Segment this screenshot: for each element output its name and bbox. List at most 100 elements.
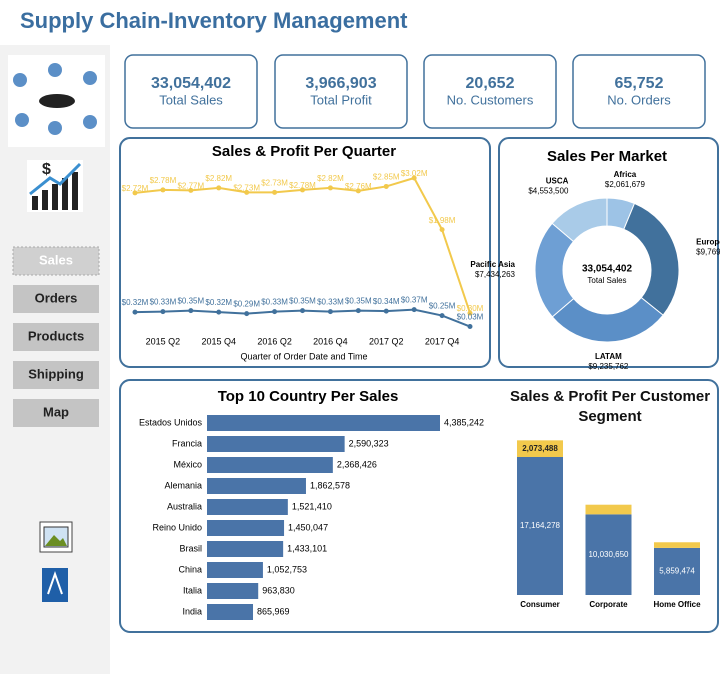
kpi-label: No. Orders: [607, 92, 671, 107]
slice-label: Pacific Asia: [470, 260, 515, 269]
point: [467, 324, 473, 330]
kpi-card: [423, 54, 557, 129]
bar: [207, 415, 440, 431]
bar: [207, 436, 345, 452]
data-label: $2.73M: [233, 184, 260, 193]
data-label: 1,433,101: [287, 543, 327, 553]
x-tick-label: Corporate: [589, 600, 628, 609]
data-label: 963,830: [262, 585, 295, 595]
x-tick-label: 2015 Q4: [201, 336, 236, 346]
data-label: $0.37M: [401, 296, 428, 305]
nav-label[interactable]: Shipping: [28, 366, 84, 381]
nav-button[interactable]: [13, 323, 99, 351]
x-tick-label: 2017 Q4: [425, 336, 460, 346]
bar: [207, 478, 306, 494]
bar: [207, 583, 259, 599]
bar-segment: [517, 457, 563, 595]
data-label: $0.25M: [429, 302, 456, 311]
data-label: $2.72M: [122, 184, 149, 193]
slice-label: USCA: [546, 177, 569, 186]
y-tick-label: Australia: [167, 501, 202, 511]
x-tick-label: Home Office: [653, 600, 701, 609]
data-label: $0.03M: [457, 313, 484, 322]
bar-segment: [585, 514, 632, 595]
slice-value: $9,769,198: [696, 247, 720, 256]
point: [411, 307, 417, 313]
y-tick-label: India: [182, 606, 202, 616]
slice: [551, 197, 608, 243]
kpi-value: 3,966,903: [305, 75, 376, 92]
nav-button[interactable]: [12, 246, 100, 276]
bar: [207, 541, 284, 557]
nav-label[interactable]: Sales: [39, 252, 73, 267]
bar: [207, 499, 288, 515]
data-label: $2.82M: [317, 174, 344, 183]
nav-label[interactable]: Orders: [35, 290, 78, 305]
data-label: 10,030,650: [588, 550, 629, 559]
data-label: 1,521,410: [292, 501, 332, 511]
y-tick-label: Alemania: [164, 480, 202, 490]
center-value: 33,054,402: [582, 264, 632, 275]
kpi-card: [274, 54, 408, 129]
nav-button[interactable]: [13, 285, 99, 313]
image-icon[interactable]: [39, 521, 73, 553]
point: [160, 187, 166, 193]
data-label: $0.35M: [345, 297, 372, 306]
point: [467, 310, 473, 316]
data-label: 1,052,753: [267, 564, 307, 574]
data-label: $0.32M: [122, 298, 149, 307]
slice-value: $4,553,500: [528, 187, 569, 196]
kpi-label: No. Customers: [447, 92, 534, 107]
point: [300, 308, 305, 314]
bar: [207, 604, 254, 620]
point: [411, 175, 417, 181]
data-label: 1,450,047: [288, 522, 328, 532]
bar-segment: [654, 542, 700, 548]
point: [383, 183, 389, 189]
x-tick-label: 2017 Q2: [369, 336, 404, 346]
y-tick-label: México: [173, 459, 202, 469]
y-tick-label: Francia: [172, 438, 202, 448]
data-label: $2.85M: [373, 173, 400, 182]
kpi-value: 65,752: [615, 75, 664, 92]
bar: [207, 520, 285, 536]
svg-text:$: $: [42, 161, 51, 178]
chart-title: Top 10 Country Per Sales: [218, 388, 399, 405]
y-tick-label: China: [178, 564, 202, 574]
nav-button[interactable]: [13, 361, 99, 389]
point: [160, 309, 166, 315]
point: [272, 189, 278, 195]
growth-icon: $: [27, 160, 83, 212]
panel: [119, 137, 491, 368]
kpi-value: 33,054,402: [151, 75, 231, 92]
slice-label: LATAM: [595, 352, 622, 361]
data-label: 2,073,488: [522, 444, 558, 453]
data-label: 17,164,278: [520, 521, 561, 530]
slice-value: $2,061,679: [605, 180, 646, 189]
data-label: $0.34M: [373, 297, 400, 306]
data-label: $2.77M: [177, 182, 204, 191]
point: [244, 311, 250, 317]
nav-label[interactable]: Products: [28, 328, 84, 343]
point: [132, 190, 138, 196]
data-label: $0.33M: [261, 298, 288, 307]
x-tick-label: Consumer: [520, 600, 560, 609]
data-label: $2.82M: [205, 174, 232, 183]
data-label: $3.02M: [401, 169, 428, 178]
kpi-card: [124, 54, 258, 129]
point: [355, 188, 361, 194]
nav-button[interactable]: [13, 399, 99, 427]
x-tick-label: 2015 Q2: [146, 336, 181, 346]
data-label: $0.33M: [150, 298, 177, 307]
bar-segment: [517, 440, 563, 457]
data-label: $2.78M: [150, 176, 177, 185]
nav-label[interactable]: Map: [43, 404, 69, 419]
data-label: 1,862,578: [310, 480, 350, 490]
x-tick-label: 2016 Q4: [313, 336, 348, 346]
data-label: 865,969: [257, 606, 290, 616]
y-tick-label: Brasil: [179, 543, 202, 553]
chart-title: Sales & Profit Per Quarter: [212, 143, 396, 160]
pdf-icon[interactable]: [42, 568, 68, 602]
